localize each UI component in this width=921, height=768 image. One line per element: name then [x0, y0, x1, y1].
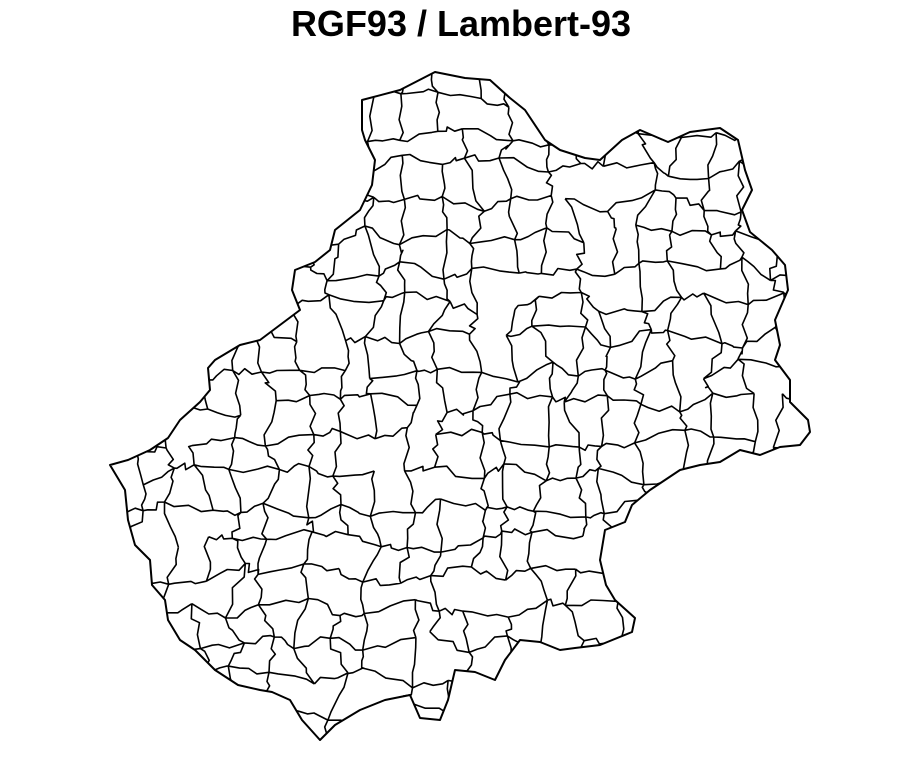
- region-outline: [109, 71, 811, 741]
- map-title: RGF93 / Lambert-93: [291, 3, 631, 44]
